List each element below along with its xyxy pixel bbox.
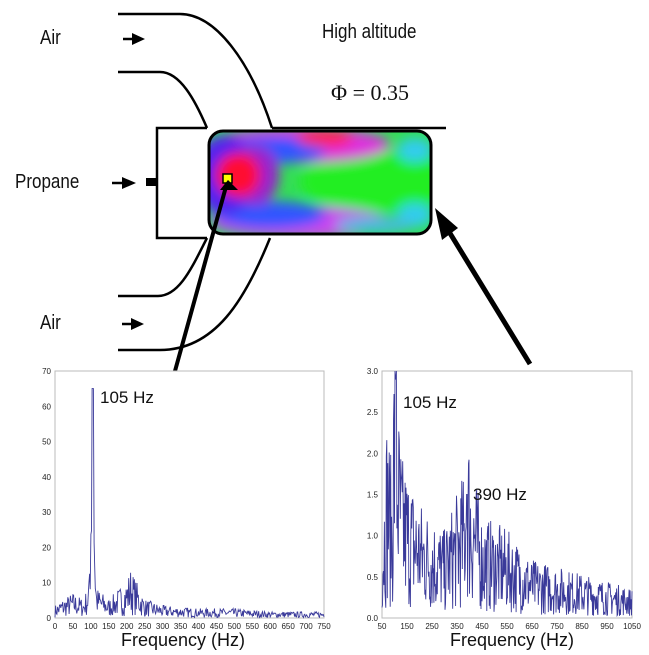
- chart-left-xtick-0: 0: [53, 622, 58, 631]
- chart-left-xtick-5: 250: [138, 622, 152, 631]
- chart-left-xtick-10: 500: [228, 622, 242, 631]
- chart-right-ytick-1: 0.5: [367, 573, 379, 582]
- chart-right-xtick-8: 850: [575, 622, 589, 631]
- chart-left-xtick-2: 100: [84, 622, 98, 631]
- chart-right-peak-label-1: 105 Hz: [403, 393, 457, 412]
- chart-left-series-line: [54, 388, 325, 619]
- chart-left-ytick-1: 10: [42, 579, 51, 588]
- pointer-to-right-chart: [445, 228, 533, 366]
- phi-symbol: Φ: [331, 80, 348, 105]
- chart-right-xtick-1: 150: [400, 622, 414, 631]
- chart-left-ytick-0: 0: [47, 614, 52, 623]
- chart-left-xtick-12: 600: [264, 622, 278, 631]
- chart-left-peak-label: 105 Hz: [100, 388, 154, 407]
- chart-left-xtick-7: 350: [174, 622, 188, 631]
- chart-right-xtick-10: 1050: [623, 622, 641, 631]
- phi-value: = 0.35: [352, 80, 410, 105]
- chart-left-frame: [54, 370, 325, 619]
- chart-right-ytick-6: 3.0: [367, 367, 379, 376]
- flame-image: [209, 131, 431, 234]
- chart-left-ytick-6: 60: [42, 402, 51, 411]
- chart-left-ytick-5: 50: [42, 438, 51, 447]
- chart-left-xtick-4: 200: [120, 622, 134, 631]
- combustor-frame: [207, 129, 433, 236]
- chart-left-xtick-9: 450: [210, 622, 224, 631]
- air-duct-upper-wall: [118, 12, 274, 129]
- air-duct-upper-inner-wall: [118, 70, 209, 129]
- label-air-top: Air: [40, 27, 61, 49]
- pointer-left-arrowhead-icon: [220, 180, 238, 190]
- chart-right-ytick-5: 2.5: [367, 408, 379, 417]
- chart-right-ytick-0: 0.0: [367, 614, 379, 623]
- chart-right-ytick-3: 1.5: [367, 491, 379, 500]
- chart-left-ytick-3: 30: [42, 508, 51, 517]
- arrow-propane-icon: [112, 177, 136, 189]
- propane-nozzle: [146, 178, 157, 186]
- air-duct-lower-wall: [118, 237, 272, 352]
- chart-right-xtick-0: 50: [378, 622, 387, 631]
- label-condition: High altitude: [322, 21, 417, 43]
- chart-right-xtick-3: 350: [450, 622, 464, 631]
- chart-right-xtick-2: 250: [425, 622, 439, 631]
- chart-right-xtick-9: 950: [600, 622, 614, 631]
- chart-left-xtick-15: 750: [317, 622, 331, 631]
- pointer-to-left-chart: [173, 182, 229, 372]
- air-duct-lower-inner-wall: [118, 237, 209, 298]
- chart-right-xtick-6: 650: [525, 622, 539, 631]
- chart-right-xlabel: Frequency (Hz): [450, 630, 574, 650]
- chart-left-xtick-6: 300: [156, 622, 170, 631]
- label-propane: Propane: [15, 171, 80, 193]
- chart-right-xtick-7: 750: [550, 622, 564, 631]
- chart-left-xtick-14: 700: [299, 622, 313, 631]
- chart-right-xtick-4: 450: [475, 622, 489, 631]
- chart-right-frame: [381, 370, 633, 619]
- chart-right-peak-label-2: 390 Hz: [473, 485, 527, 504]
- chart-left-xtick-8: 400: [192, 622, 206, 631]
- label-air-bottom: Air: [40, 312, 61, 334]
- chart-left-xtick-13: 650: [281, 622, 295, 631]
- chart-right-xtick-5: 550: [500, 622, 514, 631]
- chart-left-ytick-4: 40: [42, 473, 51, 482]
- chart-left-xtick-11: 550: [246, 622, 260, 631]
- chart-left-ytick-2: 20: [42, 543, 51, 552]
- chart-right-ytick-2: 1.0: [367, 532, 379, 541]
- chart-left-xtick-3: 150: [102, 622, 116, 631]
- arrow-air-bottom-icon: [122, 318, 144, 330]
- pointer-right-arrowhead-icon: [435, 208, 458, 240]
- chart-left-ytick-7: 70: [42, 367, 51, 376]
- arrow-air-top-icon: [123, 33, 145, 45]
- chart-right-series-line: [381, 370, 633, 618]
- chart-left-xtick-1: 50: [68, 622, 77, 631]
- label-equivalence-ratio: Φ = 0.35: [331, 80, 409, 106]
- chart-right-ytick-4: 2.0: [367, 449, 379, 458]
- chart-left-xlabel: Frequency (Hz): [121, 630, 245, 650]
